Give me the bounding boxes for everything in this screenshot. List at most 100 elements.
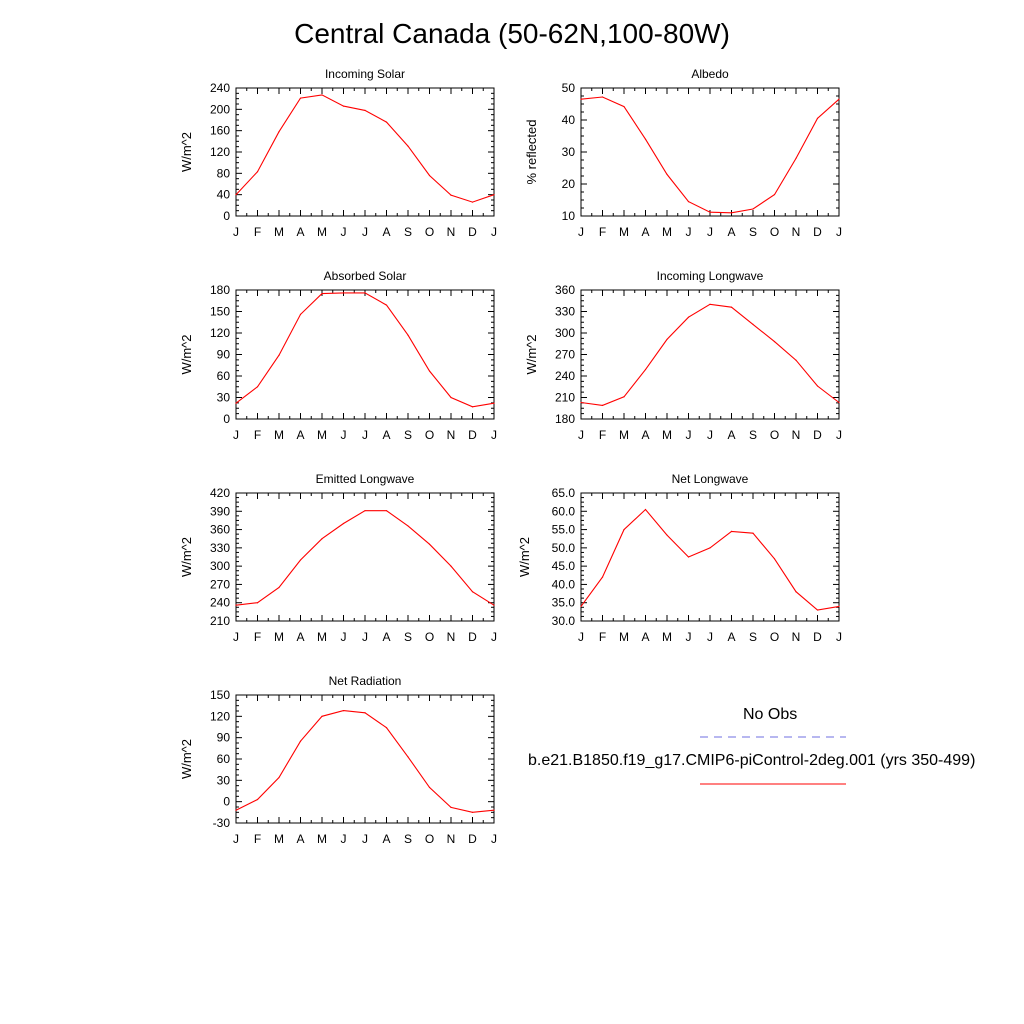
plot-frame [235, 694, 495, 824]
x-tick-label: M [662, 225, 672, 239]
data-point [342, 710, 345, 712]
data-point [752, 532, 754, 534]
data-point [709, 303, 711, 305]
series-line-0 [580, 96, 840, 214]
series-line-0 [235, 510, 495, 606]
y-tick-label: 65.0 [552, 486, 576, 500]
data-point [428, 786, 431, 789]
x-tick-label: F [254, 225, 261, 239]
x-tick-label: J [686, 225, 692, 239]
data-point [428, 370, 431, 372]
y-tick-label: 80 [217, 166, 231, 180]
x-tick-label: M [274, 630, 284, 644]
data-point [471, 591, 474, 593]
x-tick-label: F [254, 428, 261, 442]
plot-frame [580, 492, 840, 622]
data-point [838, 605, 840, 607]
data-point [407, 145, 409, 147]
y-tick-label: 0 [223, 209, 230, 223]
y-tick-label: 360 [555, 283, 575, 297]
x-tick-label: N [792, 225, 801, 239]
plot-frame [580, 289, 840, 420]
data-point [709, 211, 711, 213]
data-point [256, 386, 259, 388]
data-point [752, 323, 754, 325]
data-point [321, 94, 323, 96]
data-point [450, 565, 452, 567]
data-point [450, 194, 452, 196]
y-tick-label: 300 [555, 326, 575, 340]
x-tick-label: J [491, 225, 497, 239]
x-tick-label: A [727, 225, 735, 239]
legend-model-label: b.e21.B1850.f19_g17.CMIP6-piControl-2deg… [528, 752, 976, 769]
x-tick-label: J [836, 630, 842, 644]
data-point [493, 402, 495, 404]
y-tick-label: 0 [223, 412, 230, 426]
data-point [601, 96, 604, 98]
data-point [773, 558, 776, 560]
x-tick-label: M [619, 630, 629, 644]
x-tick-label: D [468, 428, 477, 442]
data-point [364, 712, 366, 714]
y-tick-label: 40 [562, 113, 576, 127]
data-point [687, 556, 690, 558]
y-tick-label: 210 [210, 614, 230, 628]
x-tick-label: F [599, 225, 606, 239]
x-tick-label: N [447, 832, 456, 846]
data-point [816, 609, 819, 611]
data-point [471, 406, 474, 408]
y-tick-label: 360 [210, 523, 230, 537]
y-tick-label: 180 [555, 412, 575, 426]
x-tick-label: S [749, 428, 757, 442]
panel-title: Incoming Longwave [657, 269, 764, 283]
x-tick-label: J [836, 428, 842, 442]
figure-title: Central Canada (50-62N,100-80W) [294, 18, 730, 49]
x-tick-label: D [813, 428, 822, 442]
y-tick-label: 30 [217, 391, 231, 405]
data-point [407, 334, 409, 336]
data-point [342, 105, 345, 107]
y-tick-label: 200 [210, 102, 230, 116]
y-tick-label: 30 [217, 773, 231, 787]
data-point [838, 401, 840, 404]
x-tick-label: M [317, 630, 327, 644]
data-point [385, 727, 388, 729]
data-point [364, 292, 366, 294]
data-point [687, 201, 690, 203]
x-tick-label: A [641, 225, 649, 239]
data-point [407, 756, 409, 758]
x-tick-label: O [425, 225, 434, 239]
x-tick-label: M [274, 428, 284, 442]
x-tick-label: J [707, 428, 713, 442]
data-point [730, 530, 733, 533]
y-axis-label: W/m^2 [179, 334, 194, 374]
x-tick-label: J [233, 630, 239, 644]
data-point [752, 208, 754, 210]
data-point [644, 508, 647, 511]
data-point [235, 809, 237, 811]
x-tick-label: J [341, 630, 347, 644]
panel-title: Albedo [691, 67, 729, 81]
data-point [730, 306, 733, 308]
data-point [471, 811, 474, 813]
x-tick-label: N [792, 630, 801, 644]
y-tick-label: 90 [217, 348, 231, 362]
y-tick-label: 60 [217, 369, 231, 383]
data-point [299, 559, 302, 561]
y-tick-label: -30 [213, 816, 231, 830]
data-point [235, 402, 237, 404]
x-tick-label: D [468, 832, 477, 846]
x-tick-label: M [317, 832, 327, 846]
y-tick-label: 160 [210, 124, 230, 138]
x-tick-label: O [770, 225, 779, 239]
data-point [321, 538, 323, 540]
y-tick-label: 30.0 [552, 614, 576, 628]
y-axis-label: % reflected [524, 119, 539, 184]
data-point [580, 401, 582, 404]
legend-obs-label: No Obs [743, 706, 798, 723]
chart-panel-5: J F M A M J J A S O N D J30.035.040.045.050.055.060.… [517, 472, 842, 644]
y-tick-label: 150 [210, 688, 230, 702]
data-point [299, 740, 302, 742]
